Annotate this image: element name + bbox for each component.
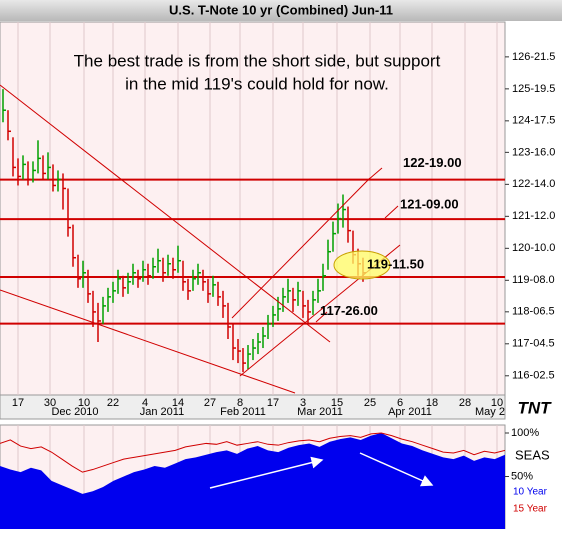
y-tick-label: 100% bbox=[511, 427, 539, 439]
x-tick-label: 14 bbox=[172, 397, 184, 409]
x-tick-label: 4 bbox=[142, 397, 148, 409]
trend-line bbox=[231, 177, 371, 319]
x-tick-label: 22 bbox=[107, 397, 119, 409]
x-tick-label: 27 bbox=[204, 397, 216, 409]
trend-line bbox=[0, 84, 331, 343]
y-tick-label: 117-04.5 bbox=[512, 338, 555, 350]
x-month-label: Jan 2011 bbox=[140, 406, 184, 418]
x-tick-label: 8 bbox=[237, 397, 243, 409]
x-tick-label: 17 bbox=[267, 397, 279, 409]
logo-box bbox=[506, 397, 562, 419]
logo: TNT bbox=[517, 398, 552, 417]
y-tick-label: 121-12.0 bbox=[512, 210, 555, 222]
y-tick-label: 126-21.5 bbox=[512, 51, 555, 63]
label-pointer bbox=[367, 167, 383, 181]
indicator-title: SEAS bbox=[515, 447, 550, 462]
legend-label: 10 Year bbox=[513, 487, 548, 498]
y-tick-label: 118-06.5 bbox=[512, 306, 555, 318]
y-tick-label: 120-10.0 bbox=[512, 242, 555, 254]
x-month-label: May 2 bbox=[475, 406, 505, 418]
annotation: The best trade is from the short side, b… bbox=[74, 51, 441, 70]
x-tick-label: 6 bbox=[397, 397, 403, 409]
x-tick-label: 10 bbox=[78, 397, 90, 409]
y-tick-label: 123-16.0 bbox=[512, 146, 555, 158]
x-month-label: Apr 2011 bbox=[388, 406, 432, 418]
line bbox=[0, 432, 505, 473]
level-label: 117-26.00 bbox=[320, 303, 378, 318]
y-tick-label: 122-14.0 bbox=[512, 178, 555, 190]
chart-title: U.S. T-Note 10 yr (Combined) Jun-11 bbox=[169, 2, 393, 17]
arrow bbox=[359, 452, 434, 487]
x-tick-label: 3 bbox=[300, 397, 306, 409]
x-tick-label: 28 bbox=[459, 397, 471, 409]
trend-line bbox=[0, 289, 296, 394]
y-tick-label: 119-08.0 bbox=[512, 274, 555, 286]
legend-label: 15 Year bbox=[513, 504, 548, 515]
x-tick-label: 30 bbox=[44, 397, 56, 409]
x-tick-label: 15 bbox=[331, 397, 343, 409]
label-pointer bbox=[384, 205, 399, 219]
x-tick-label: 18 bbox=[426, 397, 438, 409]
label-pointer bbox=[315, 311, 328, 323]
x-tick-label: 17 bbox=[12, 397, 24, 409]
annotation: in the mid 119's could hold for now. bbox=[125, 74, 389, 93]
x-month-label: Dec 2010 bbox=[51, 406, 98, 418]
y-tick-label: 125-19.5 bbox=[512, 83, 555, 95]
x-month-label: Feb 2011 bbox=[220, 406, 266, 418]
x-tick-label: 10 bbox=[491, 397, 503, 409]
header bbox=[0, 0, 562, 21]
area bbox=[0, 433, 505, 529]
y-tick-label: 124-17.5 bbox=[512, 115, 555, 127]
y-tick-label: 50% bbox=[511, 470, 533, 482]
level-label: 121-09.00 bbox=[400, 197, 459, 212]
x-axis-strip bbox=[0, 394, 506, 420]
arrow bbox=[209, 456, 324, 489]
level-label: 122-19.00 bbox=[403, 155, 462, 170]
highlight-ellipse bbox=[333, 250, 391, 280]
x-month-label: Mar 2011 bbox=[297, 406, 343, 418]
x-tick-label: 25 bbox=[364, 397, 376, 409]
level-label: 119-11.50 bbox=[367, 256, 424, 271]
y-tick-label: 116-02.5 bbox=[512, 370, 555, 382]
